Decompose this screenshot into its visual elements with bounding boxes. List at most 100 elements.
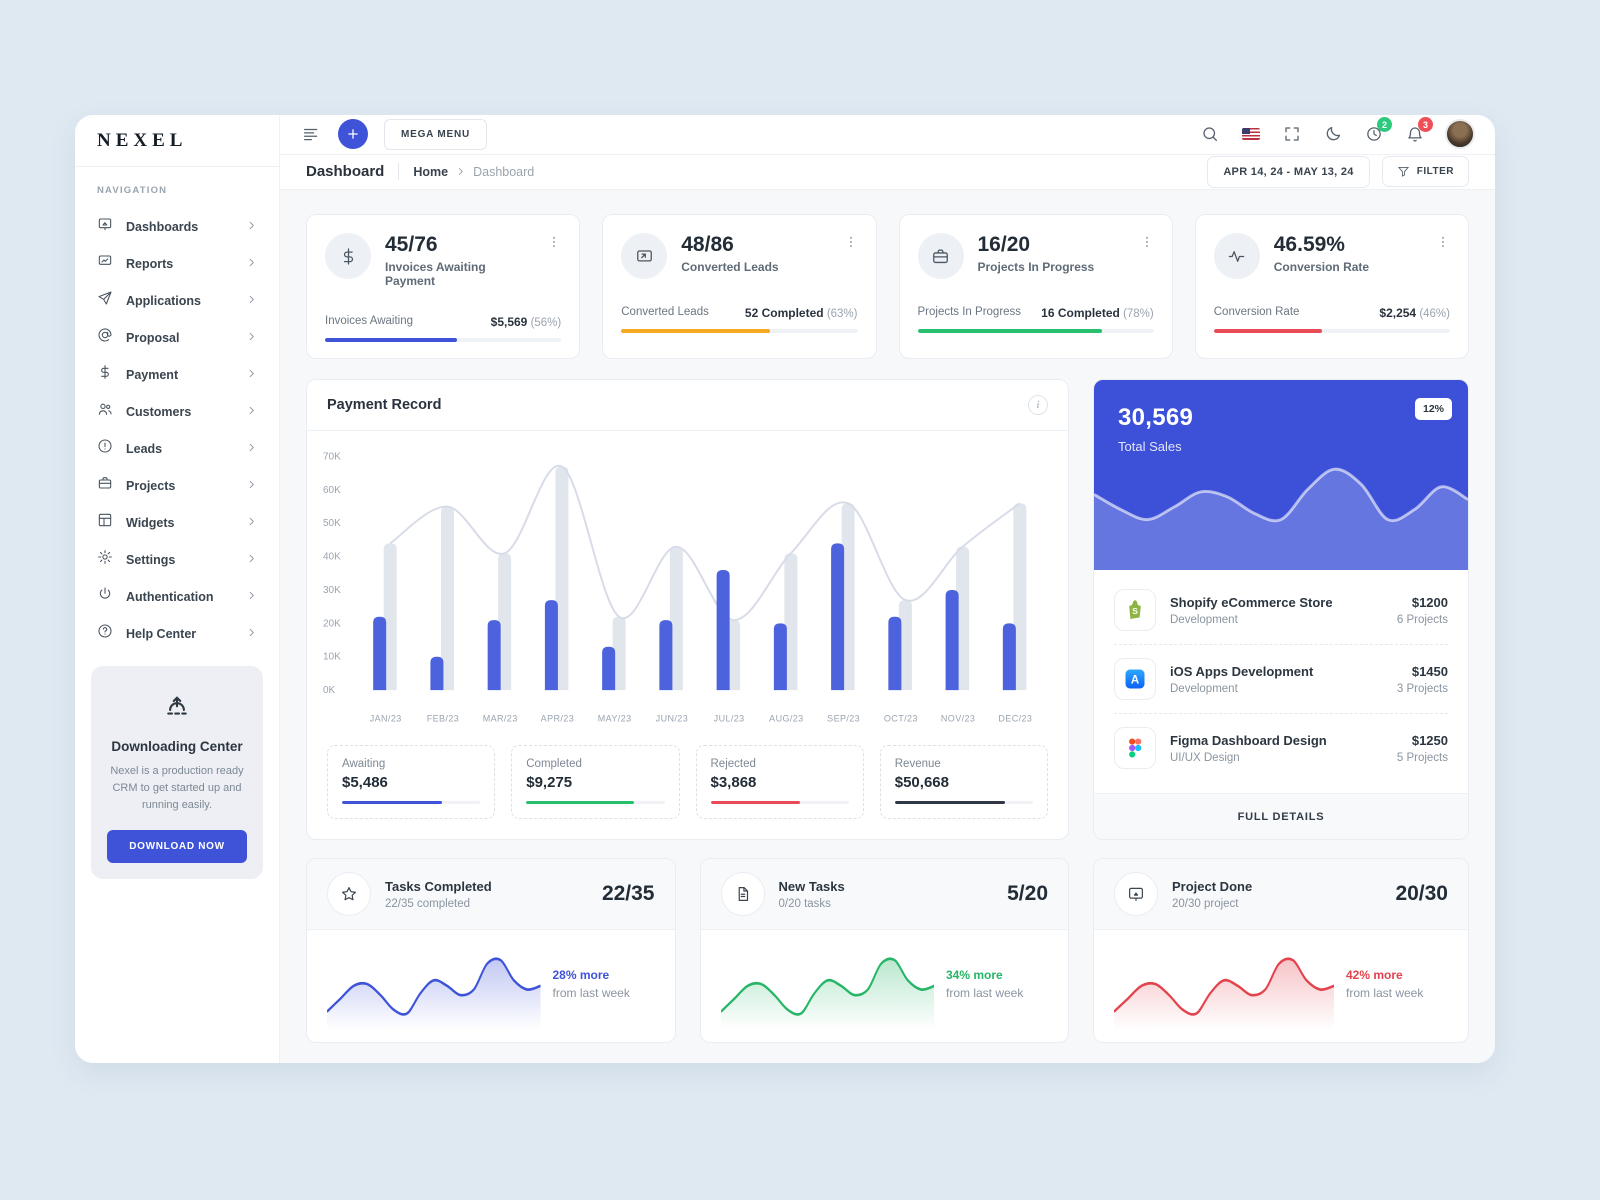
- mini-card-value: 20/30: [1395, 882, 1448, 905]
- stat-value: 45/76: [385, 233, 438, 256]
- svg-text:APR/23: APR/23: [541, 713, 574, 723]
- chevron-right-icon: [448, 163, 473, 181]
- chevron-right-icon: [246, 551, 257, 569]
- sidebar-item-applications[interactable]: Applications: [89, 282, 265, 319]
- chevron-right-icon: [246, 588, 257, 606]
- sidebar-item-label: Projects: [126, 478, 176, 493]
- download-now-button[interactable]: DOWNLOAD NOW: [107, 830, 247, 864]
- sidebar-item-proposal[interactable]: Proposal: [89, 319, 265, 356]
- total-sales-badge: 12%: [1414, 398, 1452, 420]
- chevron-right-icon: [246, 403, 257, 421]
- delta-note: from last week: [946, 986, 1024, 1000]
- chevron-right-icon: [246, 366, 257, 384]
- sidebar-item-customers[interactable]: Customers: [89, 393, 265, 430]
- chevron-right-icon: [246, 255, 257, 273]
- user-avatar[interactable]: [1445, 119, 1475, 150]
- mini-card-subtitle: 22/35 completed: [385, 897, 471, 910]
- summary-rejected: Rejected $3,868: [695, 745, 864, 819]
- project-row-shopify[interactable]: S Shopify eCommerce Store Development $1…: [1114, 576, 1448, 644]
- project-row-figma[interactable]: Figma Dashboard Design UI/UX Design $125…: [1114, 713, 1448, 782]
- stat-footer-label: Invoices Awaiting: [325, 315, 414, 327]
- star-icon: [327, 872, 371, 916]
- svg-text:JUN/23: JUN/23: [656, 713, 688, 723]
- sidebar-item-label: Help Center: [126, 626, 197, 641]
- filter-button[interactable]: FILTER: [1381, 156, 1469, 188]
- stat-card-converted-leads: 48/86 Converted Leads Converted Leads 52…: [602, 214, 877, 359]
- mini-card-subtitle: 20/30 project: [1172, 897, 1239, 910]
- new-tasks-sparkline: [720, 957, 934, 1030]
- full-details-button[interactable]: FULL DETAILS: [1094, 793, 1468, 839]
- summary-value: $9,275: [526, 774, 573, 791]
- sidebar-item-help-center[interactable]: Help Center: [89, 615, 265, 652]
- search-button[interactable]: [1199, 123, 1221, 145]
- svg-text:FEB/23: FEB/23: [427, 713, 459, 723]
- summary-completed: Completed $9,275: [511, 745, 680, 819]
- sales-wave-chart: [1094, 467, 1468, 570]
- breadcrumb-home-link[interactable]: Home: [413, 164, 449, 179]
- project-done-sparkline: [1114, 957, 1334, 1030]
- sidebar-item-label: Widgets: [126, 515, 175, 530]
- fullscreen-button[interactable]: [1281, 123, 1303, 145]
- project-category: Development: [1170, 613, 1238, 626]
- sidebar-item-reports[interactable]: Reports: [89, 245, 265, 282]
- stat-value: 16/20: [977, 233, 1031, 256]
- sidebar-item-projects[interactable]: Projects: [89, 467, 265, 504]
- shopify-icon: S: [1114, 589, 1156, 631]
- sidebar-item-dashboards[interactable]: Dashboards: [89, 208, 265, 245]
- mega-menu-button[interactable]: MEGA MENU: [384, 118, 488, 150]
- language-button[interactable]: [1240, 126, 1262, 142]
- project-row-ios[interactable]: A iOS Apps Development Development $1450…: [1114, 644, 1448, 713]
- svg-text:DEC/23: DEC/23: [998, 713, 1032, 723]
- screen-share-icon: [621, 233, 668, 279]
- quick-add-button[interactable]: [338, 119, 368, 150]
- search-icon: [1203, 127, 1218, 142]
- progress-track: [325, 338, 562, 342]
- sidebar-item-leads[interactable]: Leads: [89, 430, 265, 467]
- summary-value: $3,868: [710, 774, 757, 791]
- summary-value: $5,486: [342, 774, 388, 791]
- total-sales-value: 30,569: [1118, 404, 1194, 431]
- more-options-button[interactable]: [1436, 233, 1450, 253]
- sidebar-item-authentication[interactable]: Authentication: [89, 578, 265, 615]
- summary-revenue: Revenue $50,668: [879, 745, 1048, 819]
- project-count: 5 Projects: [1396, 751, 1448, 764]
- kebab-icon: [1442, 236, 1444, 247]
- progress-fill: [1213, 329, 1323, 333]
- more-options-button[interactable]: [547, 233, 561, 253]
- more-options-button[interactable]: [844, 233, 858, 253]
- chevron-right-icon: [246, 292, 257, 310]
- sidebar-item-payment[interactable]: Payment: [89, 356, 265, 393]
- summary-bar-fill: [526, 801, 635, 804]
- nav-section-label: NAVIGATION: [97, 185, 168, 196]
- svg-text:JUL/23: JUL/23: [714, 713, 745, 723]
- summary-bar-track: [894, 801, 1033, 804]
- more-options-button[interactable]: [1140, 233, 1154, 253]
- chevron-right-icon: [246, 625, 257, 643]
- hamburger-icon: [303, 129, 318, 141]
- progress-track: [1213, 329, 1450, 333]
- progress-track: [917, 329, 1154, 333]
- kebab-icon: [849, 236, 852, 247]
- total-sales-hero: 30,569 Total Sales 12%: [1094, 380, 1468, 570]
- users-icon: [97, 401, 113, 422]
- summary-bar-track: [526, 801, 665, 804]
- menu-toggle-button[interactable]: [300, 123, 322, 145]
- sidebar-item-settings[interactable]: Settings: [89, 541, 265, 578]
- sidebar-item-widgets[interactable]: Widgets: [89, 504, 265, 541]
- tasks-completed-sparkline: [327, 957, 541, 1030]
- progress-track: [621, 329, 858, 333]
- stat-label: Invoices Awaiting Payment: [385, 260, 486, 288]
- plus-icon: [348, 129, 358, 140]
- chevron-right-icon: [246, 218, 257, 236]
- page-title: Dashboard: [306, 163, 385, 181]
- sidebar-item-label: Dashboards: [126, 219, 199, 234]
- date-range-picker[interactable]: APR 14, 24 - MAY 13, 24: [1207, 155, 1370, 188]
- layout-icon: [97, 512, 113, 533]
- mini-card-value: 5/20: [1007, 882, 1048, 905]
- notifications-button[interactable]: 3: [1404, 117, 1433, 145]
- dark-mode-button[interactable]: [1322, 123, 1344, 145]
- chevron-right-icon: [246, 440, 257, 458]
- filter-label: FILTER: [1416, 166, 1454, 178]
- info-icon[interactable]: i: [1028, 395, 1048, 415]
- history-button[interactable]: 2: [1363, 117, 1392, 145]
